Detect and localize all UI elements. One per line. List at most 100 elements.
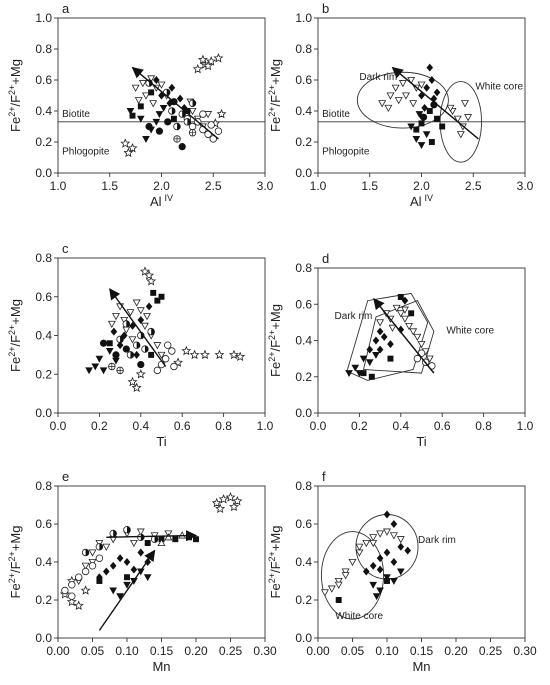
series-star bbox=[127, 266, 246, 393]
data-point bbox=[178, 143, 186, 151]
data-point bbox=[376, 554, 384, 563]
data-point bbox=[192, 63, 203, 74]
data-point bbox=[384, 104, 393, 113]
data-point bbox=[218, 494, 229, 504]
y-tick-label: 0.4 bbox=[35, 329, 52, 343]
data-point bbox=[155, 127, 164, 135]
series-circle-plus bbox=[108, 362, 124, 375]
y-tick-label: 0.2 bbox=[35, 135, 52, 149]
data-point bbox=[405, 322, 414, 331]
data-point bbox=[341, 568, 350, 576]
x-tick-label: 0.10 bbox=[375, 644, 399, 658]
panel-letter: d bbox=[322, 251, 329, 266]
x-tick-label: 0.0 bbox=[310, 419, 327, 433]
y-tick-label: 0.0 bbox=[35, 166, 52, 180]
data-point bbox=[136, 115, 145, 123]
data-point bbox=[397, 294, 404, 300]
data-point bbox=[164, 118, 172, 126]
trend-arrow bbox=[391, 66, 479, 140]
data-point bbox=[68, 592, 76, 600]
data-point bbox=[152, 118, 161, 126]
x-tick-label: 2.5 bbox=[465, 179, 482, 193]
data-point bbox=[397, 325, 405, 334]
y-tick-label: 0.0 bbox=[35, 406, 52, 420]
data-point bbox=[122, 345, 130, 353]
data-point bbox=[164, 341, 172, 349]
x-tick-label: 3.0 bbox=[517, 179, 534, 193]
data-point bbox=[383, 528, 391, 536]
series-star bbox=[59, 492, 243, 610]
y-tick-label: 0.6 bbox=[35, 73, 52, 87]
data-point bbox=[197, 54, 208, 65]
data-point bbox=[129, 112, 136, 119]
y-axis-label: Fe2+/F2++Mg bbox=[267, 526, 283, 599]
data-point bbox=[96, 578, 103, 584]
x-axis-label: Ti bbox=[156, 434, 166, 449]
data-point bbox=[203, 60, 214, 71]
data-point bbox=[128, 336, 137, 344]
plot-frame bbox=[317, 267, 526, 414]
x-tick-label: 0.6 bbox=[174, 419, 191, 433]
x-tick-label: 1.0 bbox=[50, 179, 67, 193]
y-tick-label: 0.6 bbox=[295, 73, 312, 87]
data-point bbox=[213, 53, 224, 63]
data-point bbox=[359, 355, 368, 363]
data-point bbox=[376, 319, 385, 327]
data-point bbox=[142, 135, 150, 143]
annotation: Phlogopite bbox=[322, 146, 370, 157]
data-point bbox=[368, 373, 375, 380]
field-ellipse bbox=[439, 81, 482, 163]
data-point bbox=[120, 331, 128, 340]
data-point bbox=[446, 104, 455, 113]
data-point bbox=[235, 351, 246, 362]
data-point bbox=[456, 131, 465, 139]
data-point bbox=[146, 276, 157, 286]
data-point bbox=[153, 366, 162, 375]
x-tick-label: 1.0 bbox=[257, 419, 274, 433]
x-tick-label: 1.5 bbox=[361, 179, 378, 193]
data-point bbox=[168, 83, 176, 92]
x-tick-label: 0.15 bbox=[150, 644, 174, 658]
x-tick-label: 0.25 bbox=[479, 644, 503, 658]
data-point bbox=[108, 362, 116, 371]
x-tick-label: 0.8 bbox=[475, 419, 492, 433]
data-point bbox=[232, 495, 243, 506]
data-point bbox=[369, 581, 378, 589]
data-point bbox=[369, 539, 378, 548]
data-point bbox=[131, 84, 140, 92]
trend-arrow bbox=[98, 549, 156, 631]
data-point bbox=[214, 349, 225, 360]
x-tick-label: 0.2 bbox=[351, 419, 368, 433]
x-tick-label: 0.20 bbox=[184, 644, 208, 658]
data-point bbox=[376, 327, 384, 336]
data-point bbox=[390, 558, 398, 566]
panel-e: e 0.00 0.05 0.10 0.15 0.20 0.25 0.30 0.0 0.2 0.4 0.… bbox=[7, 469, 277, 674]
data-point bbox=[103, 567, 110, 576]
data-point bbox=[320, 589, 329, 597]
data-point bbox=[68, 581, 76, 589]
series-circle-open bbox=[153, 341, 178, 375]
data-point bbox=[376, 345, 384, 354]
data-point bbox=[99, 339, 108, 347]
y-tick-label: 0.4 bbox=[35, 555, 52, 569]
data-point bbox=[147, 75, 156, 83]
data-point bbox=[351, 364, 360, 372]
data-point bbox=[216, 108, 227, 119]
annotation: Phlogopite bbox=[62, 146, 110, 157]
data-point bbox=[158, 293, 165, 300]
data-point bbox=[173, 122, 181, 131]
data-point bbox=[172, 536, 179, 543]
data-point bbox=[397, 542, 405, 551]
data-point bbox=[157, 81, 166, 89]
data-point bbox=[366, 345, 374, 354]
y-tick-label: 0.2 bbox=[35, 367, 52, 381]
data-point bbox=[415, 111, 424, 119]
panel-d: d 0.0 0.2 0.4 0.6 0.8 1.0 0.0 0.2 0.4 0.6 0.8 Ti Fe2+… bbox=[267, 251, 534, 449]
field-polygon bbox=[362, 300, 435, 374]
y-tick-label: 0.6 bbox=[35, 290, 52, 304]
data-point bbox=[133, 350, 140, 359]
data-point bbox=[207, 121, 215, 129]
x-tick-label: 0.05 bbox=[341, 644, 365, 658]
series-diamond-filled bbox=[363, 510, 411, 576]
x-tick-label: 0.00 bbox=[46, 644, 70, 658]
